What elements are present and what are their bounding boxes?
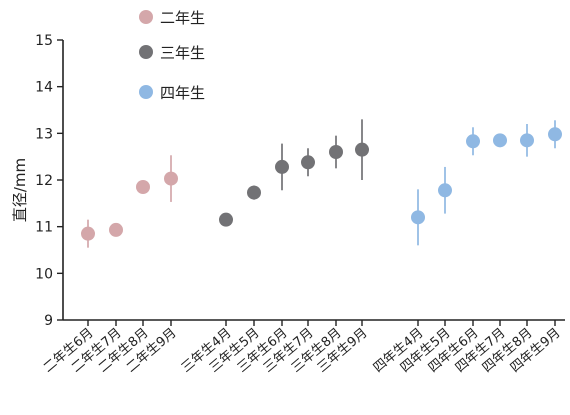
legend-marker: [139, 85, 153, 99]
data-point: [109, 222, 123, 237]
legend-label: 四年生: [160, 84, 205, 102]
y-tick-label: 12: [35, 173, 53, 189]
y-axis: 9 10 11 12 13 14 15: [35, 33, 64, 329]
data-point: [355, 142, 369, 157]
legend-label: 三年生: [160, 44, 205, 62]
data-point: [548, 127, 562, 142]
legend-label: 二年生: [160, 9, 205, 27]
data-point: [247, 185, 261, 200]
y-tick-label: 10: [35, 266, 53, 282]
legend-marker: [139, 45, 153, 59]
data-point: [136, 180, 150, 194]
data-point: [81, 226, 95, 241]
data-point: [301, 155, 315, 170]
data-point: [329, 145, 343, 159]
data-point: [275, 159, 289, 174]
data-point: [520, 133, 534, 148]
series-2: [219, 119, 369, 227]
y-tick-label: 15: [35, 33, 53, 49]
data-point: [411, 210, 425, 225]
series-3: [411, 120, 562, 246]
legend-marker: [139, 10, 153, 24]
y-axis-label: 直径/mm: [11, 158, 29, 222]
data-point: [219, 212, 233, 227]
y-tick-label: 9: [44, 313, 53, 329]
data-point: [438, 183, 452, 198]
y-tick-label: 13: [35, 126, 53, 142]
series-1: [81, 155, 178, 248]
data-point: [466, 134, 480, 149]
y-tick-label: 14: [35, 80, 53, 96]
y-tick-label: 11: [35, 220, 53, 236]
data-point: [164, 171, 178, 186]
data-marks: [81, 119, 562, 248]
data-point: [493, 133, 507, 148]
